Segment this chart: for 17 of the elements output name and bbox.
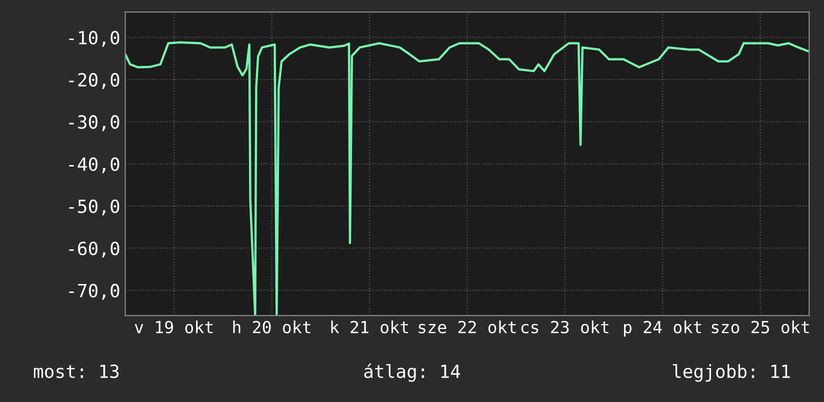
x-tick-label: p 24 okt xyxy=(624,320,702,337)
y-tick-label: -40,0 xyxy=(69,157,120,174)
y-tick-label: -20,0 xyxy=(69,73,120,89)
x-tick-label: k 21 okt xyxy=(331,320,408,334)
text: átlag: 14 xyxy=(364,363,460,382)
y-tick-label: -60,0 xyxy=(69,242,120,258)
x-tick-label: h 20 okt xyxy=(233,320,310,334)
y-tick-label: -30,0 xyxy=(69,115,120,132)
y-tick-label: -50,0 xyxy=(69,199,120,216)
x-tick-label: sze 22 okt xyxy=(418,320,516,334)
x-tick-label: cs 23 okt xyxy=(521,320,608,334)
text: most: 13 xyxy=(34,364,119,378)
y-tick-label: -70,0 xyxy=(69,284,120,300)
text: legjobb: 11 xyxy=(672,364,790,382)
x-tick-label: v 19 okt xyxy=(134,320,213,334)
y-tick-label: -10,0 xyxy=(69,30,120,47)
x-tick-label: szo 25 okt xyxy=(712,320,809,334)
